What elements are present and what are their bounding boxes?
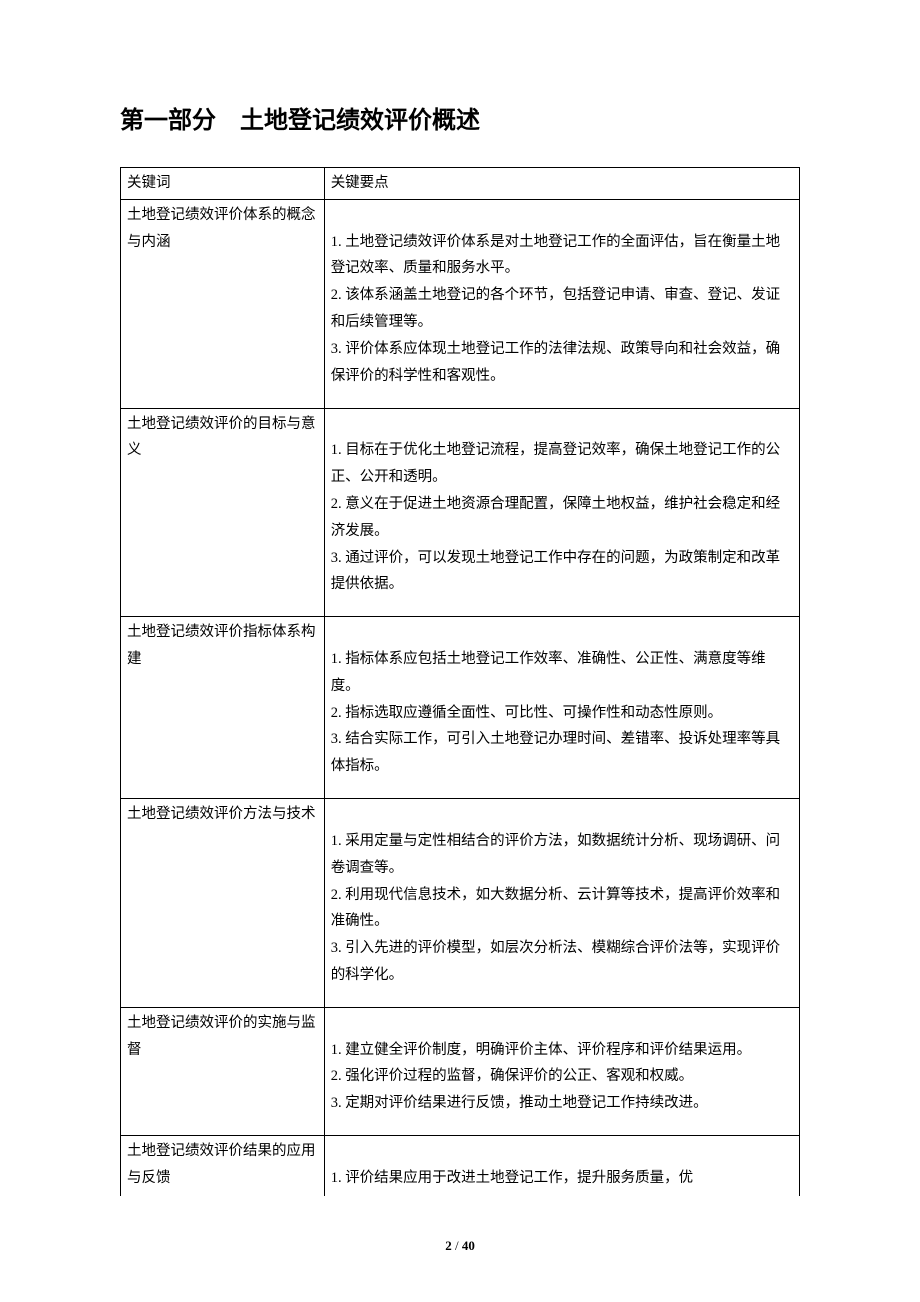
points-cell: 1. 目标在于优化土地登记流程，提高登记效率，确保土地登记工作的公正、公开和透明… — [324, 408, 799, 617]
point-line: 2. 该体系涵盖土地登记的各个环节，包括登记申请、审查、登记、发证和后续管理等。 — [331, 282, 793, 336]
blank-line — [331, 801, 793, 828]
point-line: 3. 评价体系应体现土地登记工作的法律法规、政策导向和社会效益，确保评价的科学性… — [331, 336, 793, 390]
point-line: 2. 指标选取应遵循全面性、可比性、可操作性和动态性原则。 — [331, 700, 793, 727]
table-row: 土地登记绩效评价体系的概念与内涵 1. 土地登记绩效评价体系是对土地登记工作的全… — [121, 199, 800, 408]
header-points: 关键要点 — [324, 168, 799, 200]
blank-line — [331, 202, 793, 229]
point-line: 2. 意义在于促进土地资源合理配置，保障土地权益，维护社会稳定和经济发展。 — [331, 491, 793, 545]
table-row: 土地登记绩效评价的目标与意义 1. 目标在于优化土地登记流程，提高登记效率，确保… — [121, 408, 800, 617]
point-line: 1. 评价结果应用于改进土地登记工作，提升服务质量，优 — [331, 1165, 793, 1192]
blank-line — [331, 1010, 793, 1037]
keyword-cell: 土地登记绩效评价的目标与意义 — [121, 408, 325, 617]
keyword-cell: 土地登记绩效评价体系的概念与内涵 — [121, 199, 325, 408]
points-cell: 1. 建立健全评价制度，明确评价主体、评价程序和评价结果运用。2. 强化评价过程… — [324, 1007, 799, 1135]
point-line: 1. 目标在于优化土地登记流程，提高登记效率，确保土地登记工作的公正、公开和透明… — [331, 437, 793, 491]
points-cell: 1. 指标体系应包括土地登记工作效率、准确性、公正性、满意度等维度。2. 指标选… — [324, 617, 799, 799]
header-keyword: 关键词 — [121, 168, 325, 200]
point-line: 3. 通过评价，可以发现土地登记工作中存在的问题，为政策制定和改革提供依据。 — [331, 545, 793, 599]
content-table: 关键词 关键要点 土地登记绩效评价体系的概念与内涵 1. 土地登记绩效评价体系是… — [120, 167, 800, 1196]
table-row: 土地登记绩效评价方法与技术 1. 采用定量与定性相结合的评价方法，如数据统计分析… — [121, 799, 800, 1008]
section-title: 第一部分 土地登记绩效评价概述 — [120, 100, 800, 135]
points-cell: 1. 采用定量与定性相结合的评价方法，如数据统计分析、现场调研、问卷调查等。2.… — [324, 799, 799, 1008]
point-line: 3. 结合实际工作，可引入土地登记办理时间、差错率、投诉处理率等具体指标。 — [331, 726, 793, 780]
keyword-cell: 土地登记绩效评价的实施与监督 — [121, 1007, 325, 1135]
point-line: 2. 利用现代信息技术，如大数据分析、云计算等技术，提高评价效率和准确性。 — [331, 882, 793, 936]
point-line: 1. 建立健全评价制度，明确评价主体、评价程序和评价结果运用。 — [331, 1037, 793, 1064]
point-line: 3. 引入先进的评价模型，如层次分析法、模糊综合评价法等，实现评价的科学化。 — [331, 935, 793, 989]
table-row: 土地登记绩效评价的实施与监督 1. 建立健全评价制度，明确评价主体、评价程序和评… — [121, 1007, 800, 1135]
point-line: 1. 采用定量与定性相结合的评价方法，如数据统计分析、现场调研、问卷调查等。 — [331, 828, 793, 882]
blank-line — [331, 411, 793, 438]
table-header-row: 关键词 关键要点 — [121, 168, 800, 200]
point-line: 1. 土地登记绩效评价体系是对土地登记工作的全面评估，旨在衡量土地登记效率、质量… — [331, 229, 793, 283]
points-cell: 1. 评价结果应用于改进土地登记工作，提升服务质量，优 — [324, 1136, 799, 1196]
page-total: 40 — [462, 1238, 475, 1253]
page-sep: / — [452, 1238, 462, 1253]
table-row: 土地登记绩效评价结果的应用与反馈 1. 评价结果应用于改进土地登记工作，提升服务… — [121, 1136, 800, 1196]
point-line: 1. 指标体系应包括土地登记工作效率、准确性、公正性、满意度等维度。 — [331, 646, 793, 700]
points-cell: 1. 土地登记绩效评价体系是对土地登记工作的全面评估，旨在衡量土地登记效率、质量… — [324, 199, 799, 408]
blank-line — [331, 619, 793, 646]
point-line: 2. 强化评价过程的监督，确保评价的公正、客观和权威。 — [331, 1063, 793, 1090]
point-line: 3. 定期对评价结果进行反馈，推动土地登记工作持续改进。 — [331, 1090, 793, 1117]
page-footer: 2 / 40 — [0, 1238, 920, 1254]
table-row: 土地登记绩效评价指标体系构建 1. 指标体系应包括土地登记工作效率、准确性、公正… — [121, 617, 800, 799]
blank-line — [331, 1138, 793, 1165]
keyword-cell: 土地登记绩效评价方法与技术 — [121, 799, 325, 1008]
keyword-cell: 土地登记绩效评价结果的应用与反馈 — [121, 1136, 325, 1196]
keyword-cell: 土地登记绩效评价指标体系构建 — [121, 617, 325, 799]
